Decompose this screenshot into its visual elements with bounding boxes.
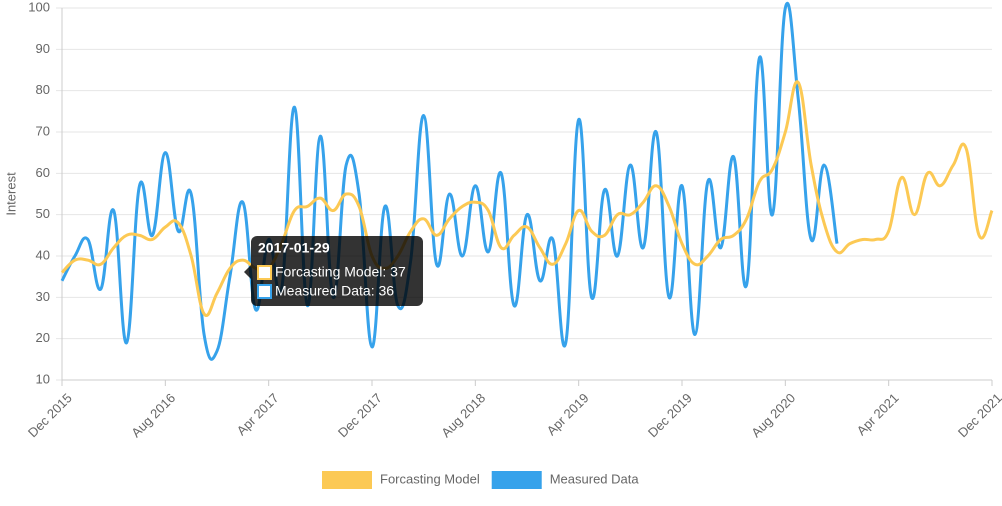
x-tick-label: Dec 2017 — [335, 390, 385, 440]
y-tick-label: 80 — [36, 82, 50, 97]
x-tick-label: Aug 2018 — [438, 390, 488, 440]
tooltip-swatch — [257, 284, 272, 299]
tooltip-swatch — [257, 265, 272, 280]
legend-label: Forcasting Model — [380, 471, 480, 486]
legend-swatch — [491, 471, 542, 489]
tooltip-title: 2017-01-29 — [258, 240, 330, 256]
x-tick-label: Aug 2016 — [128, 390, 178, 440]
x-tick-label: Apr 2021 — [854, 390, 902, 438]
legend-swatch — [322, 471, 372, 489]
data-line — [60, 1, 839, 361]
y-tick-label: 40 — [36, 247, 50, 262]
y-tick-label: 60 — [36, 165, 50, 180]
y-tick-label: 70 — [36, 123, 50, 138]
tooltip-box — [251, 236, 423, 306]
y-tick-label: 100 — [28, 0, 50, 14]
tooltip: 2017-01-29 Forcasting Model: 37 Measured D… — [244, 236, 423, 306]
y-tick-label: 30 — [36, 289, 50, 304]
x-tick-label: Dec 2015 — [25, 390, 75, 440]
y-tick-label: 90 — [36, 41, 50, 56]
x-tick-label: Aug 2020 — [748, 390, 798, 440]
y-axis-label: Interest — [3, 172, 18, 216]
y-tick-label: 50 — [36, 206, 50, 221]
x-tick-label: Dec 2019 — [645, 390, 695, 440]
tooltip-line: Measured Data: 36 — [275, 283, 394, 299]
x-tick-label: Apr 2019 — [544, 390, 592, 438]
tooltip-caret — [244, 265, 251, 279]
tooltip-line: Forcasting Model: 37 — [275, 264, 406, 280]
y-tick-label: 20 — [36, 330, 50, 345]
x-tick-label: Apr 2017 — [234, 390, 282, 438]
y-tick-label: 10 — [36, 371, 50, 386]
data-line — [60, 80, 994, 317]
x-tick-label: Dec 2021 — [955, 390, 1002, 440]
legend-label: Measured Data — [550, 471, 640, 486]
